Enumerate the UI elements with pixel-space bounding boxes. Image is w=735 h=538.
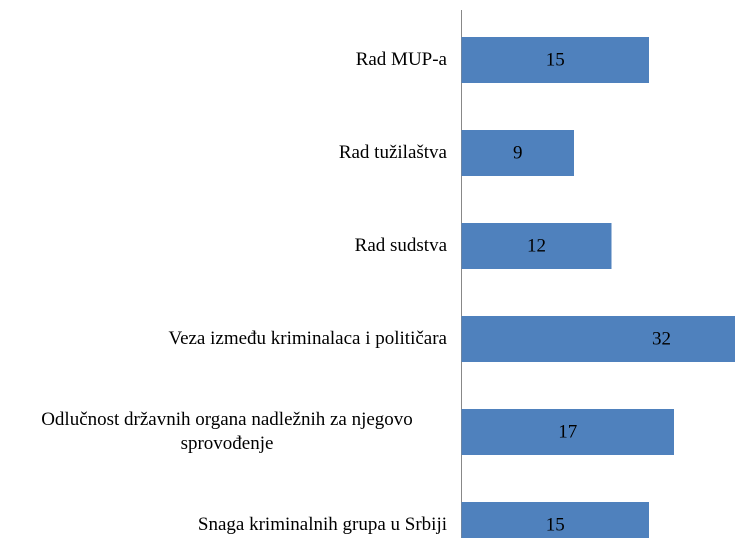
value-label: 15 bbox=[546, 49, 565, 70]
bar bbox=[461, 130, 574, 176]
category-label: Odlučnost državnih organa nadležnih za n… bbox=[41, 409, 413, 454]
bar bbox=[461, 223, 612, 269]
category-label: Snaga kriminalnih grupa u Srbiji bbox=[197, 514, 447, 535]
value-label: 15 bbox=[546, 514, 565, 535]
category-label: Rad sudstva bbox=[354, 235, 447, 256]
value-label: 9 bbox=[513, 142, 523, 163]
value-label: 12 bbox=[527, 235, 546, 256]
bar bbox=[461, 316, 735, 362]
bar bbox=[461, 409, 674, 455]
bar bbox=[461, 37, 649, 83]
category-label: Rad tužilaštva bbox=[338, 142, 447, 163]
value-label: 17 bbox=[558, 421, 577, 442]
value-label: 32 bbox=[652, 328, 671, 349]
category-label: Rad MUP-a bbox=[355, 49, 447, 70]
bar bbox=[461, 502, 649, 538]
category-label: Veza između kriminalaca i političara bbox=[168, 328, 447, 349]
